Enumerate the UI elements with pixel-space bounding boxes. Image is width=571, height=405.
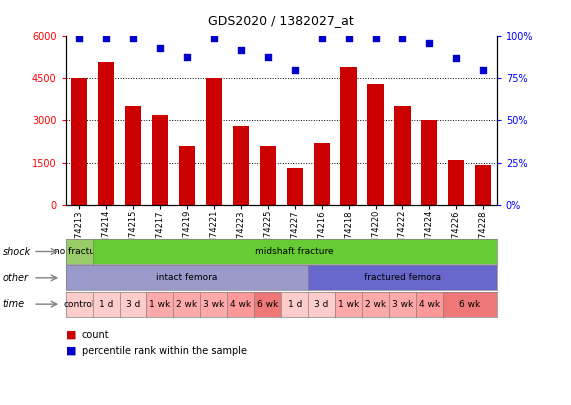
Bar xyxy=(313,143,329,205)
Point xyxy=(236,47,246,53)
Text: ■: ■ xyxy=(66,346,76,356)
Text: GDS2020 / 1382027_at: GDS2020 / 1382027_at xyxy=(208,14,354,27)
Text: shock: shock xyxy=(3,247,31,256)
Point xyxy=(371,35,380,41)
Text: percentile rank within the sample: percentile rank within the sample xyxy=(82,346,247,356)
Text: 1 wk: 1 wk xyxy=(150,300,171,309)
Point xyxy=(75,35,84,41)
Bar xyxy=(233,126,249,205)
Point xyxy=(398,35,407,41)
Text: count: count xyxy=(82,330,109,340)
Bar xyxy=(125,107,141,205)
Point xyxy=(478,67,488,73)
Bar xyxy=(475,165,492,205)
Text: 1 d: 1 d xyxy=(288,300,302,309)
Text: 2 wk: 2 wk xyxy=(176,300,198,309)
Text: 6 wk: 6 wk xyxy=(459,300,480,309)
Text: 1 d: 1 d xyxy=(99,300,113,309)
Point xyxy=(128,35,138,41)
Bar xyxy=(421,121,437,205)
Text: 2 wk: 2 wk xyxy=(365,300,386,309)
Point xyxy=(155,45,164,51)
Bar xyxy=(71,79,87,205)
Bar xyxy=(367,84,384,205)
Bar xyxy=(395,107,411,205)
Bar xyxy=(287,168,303,205)
Bar xyxy=(448,160,464,205)
Bar xyxy=(260,146,276,205)
Text: other: other xyxy=(3,273,29,283)
Point xyxy=(210,35,219,41)
Text: time: time xyxy=(3,299,25,309)
Bar xyxy=(179,146,195,205)
Point xyxy=(182,53,191,60)
Text: 3 wk: 3 wk xyxy=(392,300,413,309)
Text: no fracture: no fracture xyxy=(54,247,104,256)
Point xyxy=(102,35,111,41)
Point xyxy=(317,35,326,41)
Text: ■: ■ xyxy=(66,330,76,340)
Text: fractured femora: fractured femora xyxy=(364,273,441,282)
Point xyxy=(452,55,461,62)
Point xyxy=(425,40,434,47)
Text: 3 d: 3 d xyxy=(315,300,329,309)
Text: 4 wk: 4 wk xyxy=(230,300,251,309)
Point xyxy=(290,67,299,73)
Text: 3 wk: 3 wk xyxy=(203,300,224,309)
Bar xyxy=(340,67,357,205)
Point xyxy=(263,53,272,60)
Bar xyxy=(152,115,168,205)
Point xyxy=(344,35,353,41)
Text: control: control xyxy=(63,300,95,309)
Text: 3 d: 3 d xyxy=(126,300,140,309)
Text: 6 wk: 6 wk xyxy=(257,300,279,309)
Text: 4 wk: 4 wk xyxy=(419,300,440,309)
Text: intact femora: intact femora xyxy=(156,273,218,282)
Bar xyxy=(98,62,114,205)
Bar xyxy=(206,79,222,205)
Text: 1 wk: 1 wk xyxy=(338,300,359,309)
Text: midshaft fracture: midshaft fracture xyxy=(255,247,334,256)
